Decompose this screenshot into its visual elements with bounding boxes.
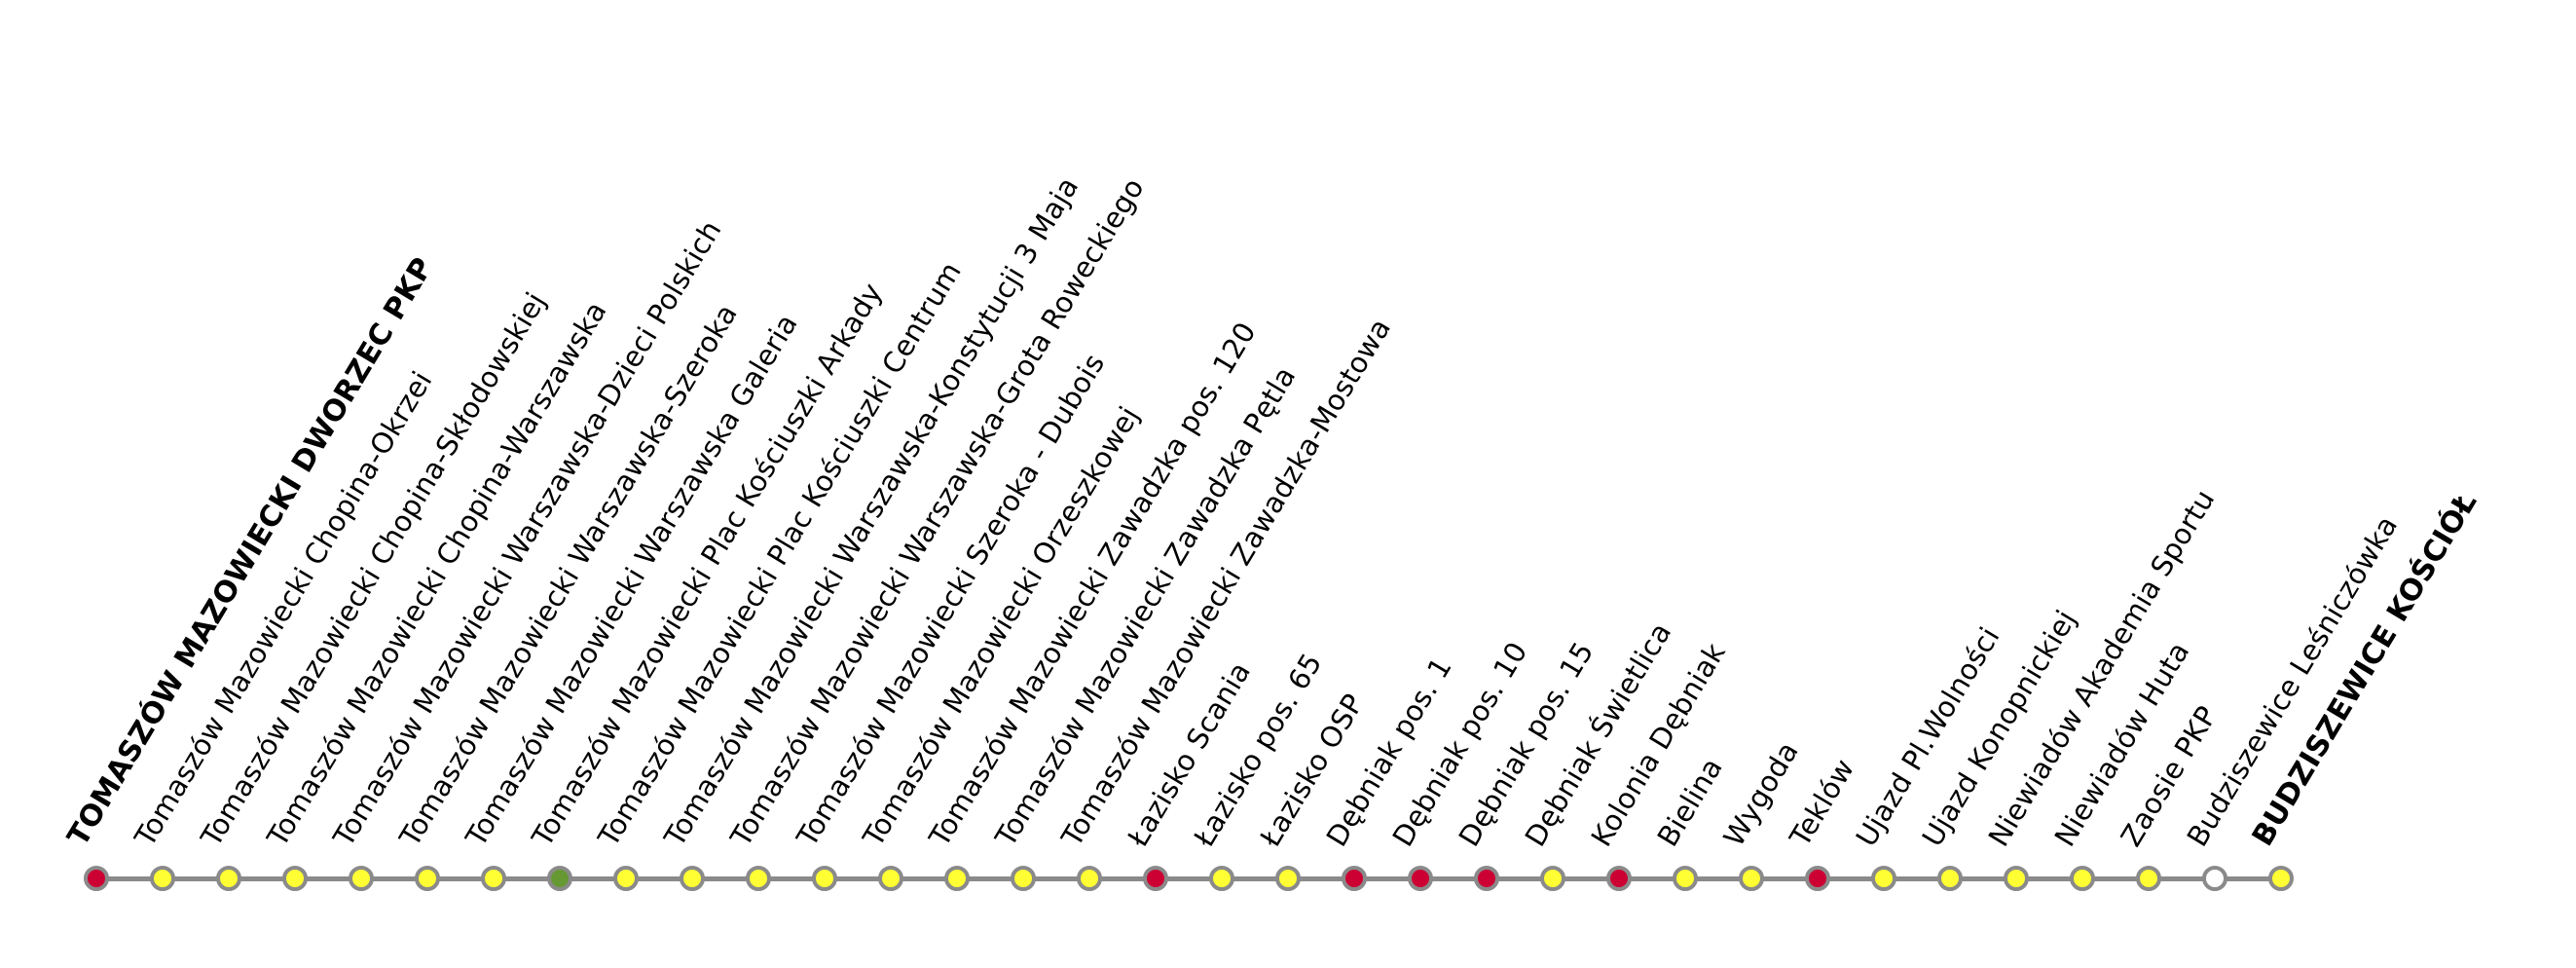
stop-marker[interactable] [1673, 866, 1698, 891]
stop-marker[interactable] [547, 866, 572, 891]
stop-marker[interactable] [1805, 866, 1830, 891]
stop-marker[interactable] [1408, 866, 1433, 891]
stop-marker[interactable] [1342, 866, 1367, 891]
stop-marker[interactable] [282, 866, 308, 891]
stop-marker[interactable] [2070, 866, 2095, 891]
stop-marker[interactable] [1871, 866, 1896, 891]
stop-marker[interactable] [1540, 866, 1565, 891]
stop-label: Teklów [1783, 753, 1861, 853]
stop-marker[interactable] [1937, 866, 1963, 891]
stop-marker[interactable] [1474, 866, 1499, 891]
stop-marker[interactable] [746, 866, 771, 891]
stop-marker[interactable] [2268, 866, 2294, 891]
stop-marker[interactable] [2004, 866, 2029, 891]
stop-marker[interactable] [1275, 866, 1301, 891]
stop-marker[interactable] [415, 866, 440, 891]
stop-marker[interactable] [1209, 866, 1234, 891]
stop-marker[interactable] [84, 866, 109, 891]
stop-marker[interactable] [1077, 866, 1102, 891]
stop-marker[interactable] [150, 866, 175, 891]
stop-marker[interactable] [216, 866, 241, 891]
stop-marker[interactable] [1606, 866, 1632, 891]
stop-marker[interactable] [613, 866, 639, 891]
stop-marker[interactable] [1739, 866, 1764, 891]
stop-marker[interactable] [878, 866, 903, 891]
stop-marker[interactable] [2136, 866, 2161, 891]
stop-marker[interactable] [2202, 866, 2227, 891]
stop-marker[interactable] [349, 866, 374, 891]
route-line [96, 876, 2282, 881]
stop-label: Bielina [1650, 752, 1729, 853]
stop-marker[interactable] [1011, 866, 1036, 891]
stop-marker[interactable] [680, 866, 705, 891]
stop-marker[interactable] [812, 866, 837, 891]
stop-marker[interactable] [481, 866, 506, 891]
stop-marker[interactable] [1143, 866, 1168, 891]
stop-marker[interactable] [944, 866, 970, 891]
